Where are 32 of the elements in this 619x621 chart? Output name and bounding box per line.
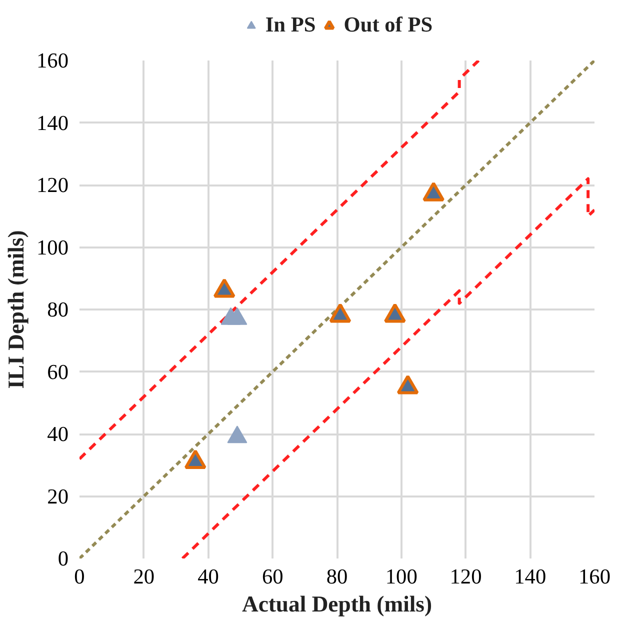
legend-label: In PS — [265, 12, 316, 38]
x-tick-label: 40 — [198, 564, 219, 588]
y-tick-label: 120 — [36, 173, 69, 197]
point — [384, 303, 406, 323]
point — [227, 426, 248, 444]
y-tick-label: 0 — [58, 546, 69, 570]
x-tick-label: 20 — [133, 564, 155, 588]
point — [422, 182, 445, 202]
point — [213, 278, 236, 298]
line-series — [181, 177, 594, 558]
x-tick-label: 120 — [450, 564, 482, 588]
y-tick-label: 100 — [36, 235, 69, 260]
y-tick-label: 140 — [36, 110, 69, 135]
point — [184, 450, 206, 469]
x-axis-title: Actual Depth (mils) — [242, 592, 432, 616]
y-tick-label: 160 — [36, 48, 69, 72]
x-tick-label: 100 — [385, 564, 418, 588]
point — [227, 307, 248, 325]
y-axis-title: ILI Depth (mils) — [4, 230, 29, 389]
y-tick-label: 60 — [47, 360, 68, 384]
legend-label: Out of PS — [344, 12, 433, 38]
x-tick-label: 140 — [514, 564, 546, 588]
x-tick-label: 80 — [326, 564, 348, 588]
y-tick-label: 20 — [47, 484, 68, 508]
point — [329, 303, 352, 323]
x-tick-label: 0 — [74, 564, 85, 588]
y-tick-label: 80 — [47, 298, 68, 322]
x-tick-label: 60 — [262, 564, 284, 588]
point — [396, 374, 419, 394]
line-series — [80, 60, 480, 460]
y-tick-label: 40 — [47, 422, 68, 446]
x-tick-label: 160 — [578, 564, 611, 588]
